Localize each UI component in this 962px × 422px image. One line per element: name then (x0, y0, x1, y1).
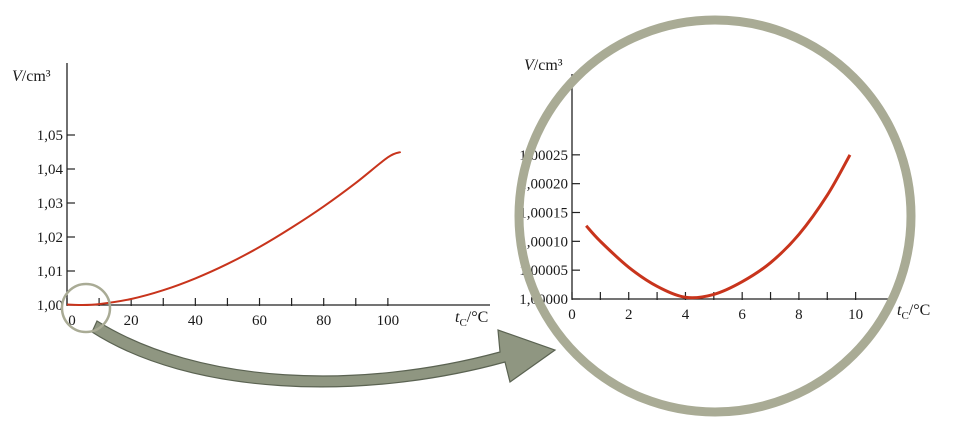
x-tick-label: 0 (68, 313, 76, 329)
x-tick-label: 4 (682, 307, 690, 323)
x-tick-label: 100 (377, 313, 400, 329)
chart-right: 0 2 4 6 8 101,000001,000051,000101,000151,000… (514, 15, 930, 417)
y-tick-label: 1,05 (37, 128, 63, 144)
x-tick-label: 80 (316, 313, 331, 329)
right-y-axis-label-var: V (524, 57, 536, 74)
right-y-axis-label-unit: /cm³ (534, 57, 563, 74)
y-tick-label: 1,00010 (519, 234, 568, 250)
y-tick-label: 1,01 (37, 264, 63, 280)
x-tick-label: 0 (568, 307, 576, 323)
left-y-axis-label: V/cm³ (12, 68, 51, 85)
zoom-arrow (91, 320, 557, 388)
right-tick-labels: 0 2 4 6 8 101,000001,000051,000101,000151,000… (519, 148, 863, 323)
x-tick-label: 8 (795, 307, 803, 323)
left-y-axis-label-unit: /cm³ (22, 68, 51, 85)
zoom-big-circle (514, 15, 916, 417)
left-ticks (66, 134, 389, 306)
chart-left: 0 20 40 60 80 100 1,00 1,01 1,02 1,03 1,04 1,05 V/c… (12, 63, 490, 334)
y-tick-label: 1,04 (37, 162, 64, 178)
x-tick-label: 60 (252, 313, 267, 329)
right-ticks (571, 154, 857, 300)
y-tick-label: 1,02 (37, 230, 63, 246)
zoom-arrow-body (91, 320, 557, 388)
left-y-axis-label-var: V (12, 68, 24, 85)
left-x-axis-label: tC/°C (455, 309, 488, 329)
right-series-line (585, 154, 852, 300)
x-tick-label: 40 (188, 313, 203, 329)
zoom-small-circle (60, 282, 112, 334)
y-tick-label: 1,00 (37, 298, 63, 314)
right-x-axis-label-unit: /°C (909, 302, 931, 319)
y-tick-label: 1,03 (37, 196, 63, 212)
x-tick-label: 2 (625, 307, 633, 323)
left-tick-labels: 0 20 40 60 80 100 1,00 1,01 1,02 1,03 1,04 1,05 (37, 128, 399, 329)
y-tick-label: 1,00015 (519, 206, 568, 222)
right-x-axis-label-sub: C (901, 310, 908, 322)
y-tick-label: 1,00020 (519, 177, 568, 193)
left-series-line (66, 151, 402, 307)
right-x-axis-label-var: t (897, 302, 902, 319)
x-tick-label: 10 (848, 307, 863, 323)
left-x-axis-label-sub: C (459, 317, 466, 329)
x-tick-label: 20 (124, 313, 139, 329)
x-tick-label: 6 (738, 307, 746, 323)
left-x-axis-label-unit: /°C (467, 309, 489, 326)
right-x-axis-label: tC/°C (897, 302, 930, 322)
right-y-axis-label: V/cm³ (524, 57, 563, 74)
left-x-axis-label-var: t (455, 309, 460, 326)
